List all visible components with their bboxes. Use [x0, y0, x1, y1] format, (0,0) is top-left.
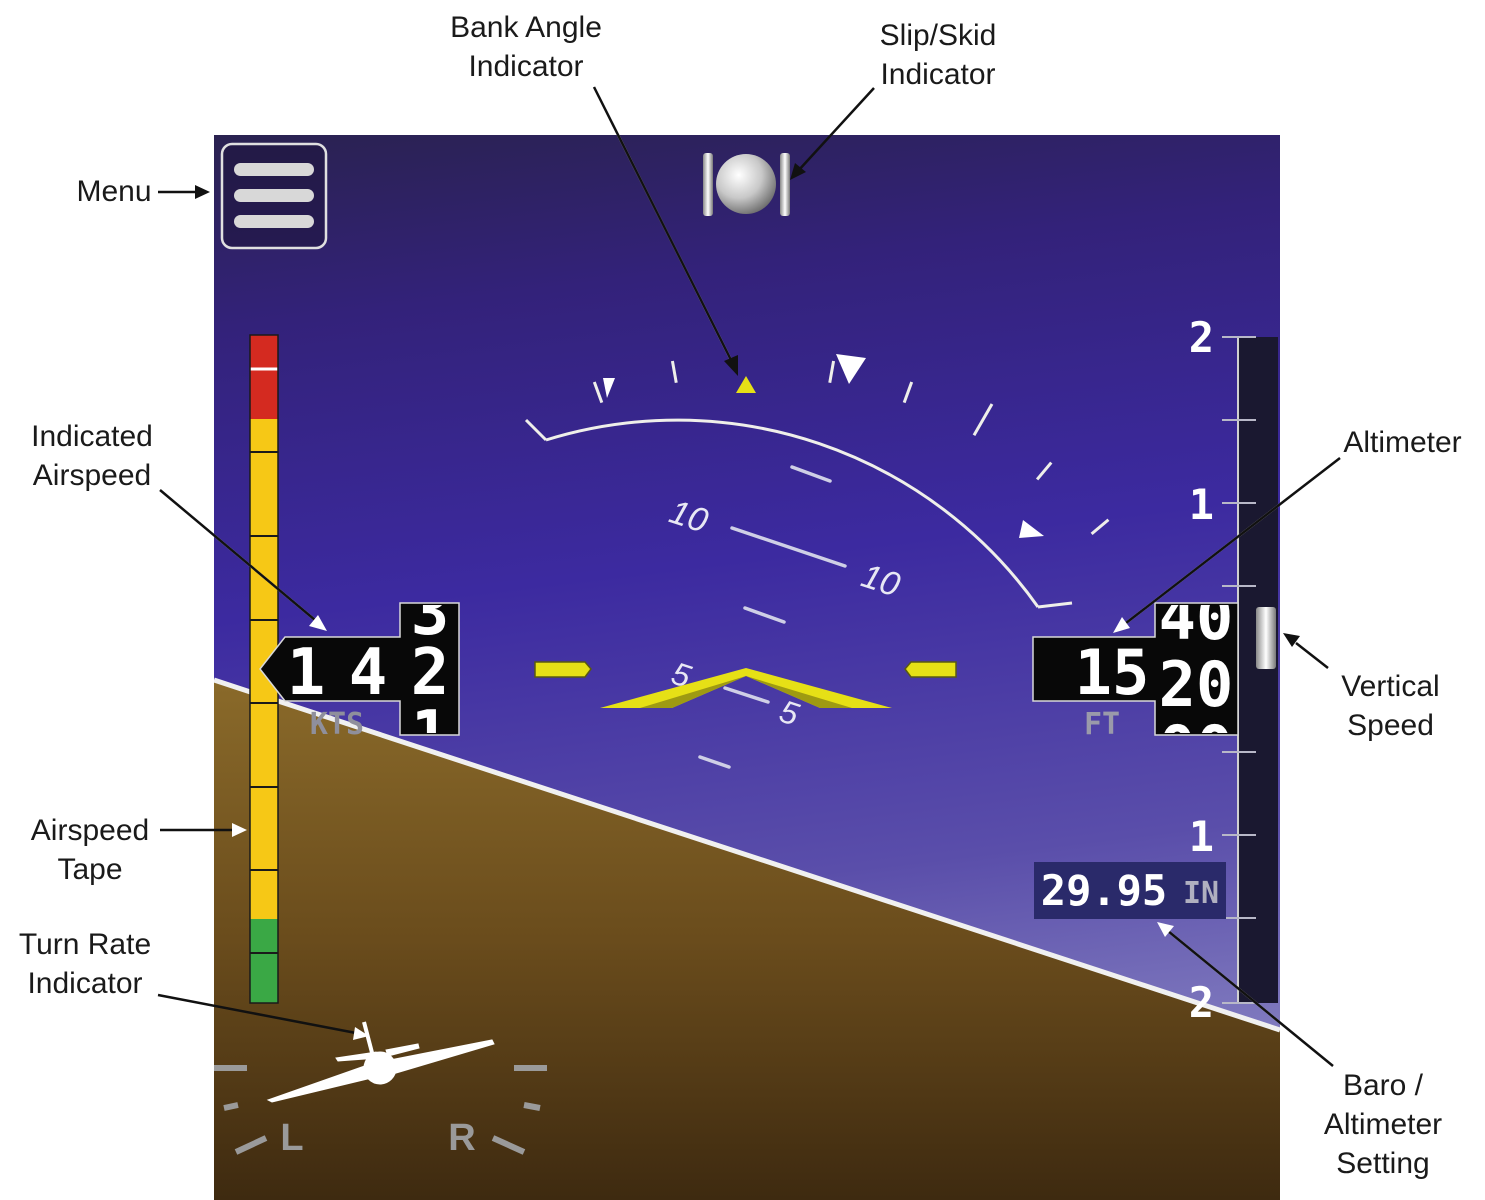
slip-skid-indicator	[703, 153, 790, 216]
tape-green-band	[250, 919, 278, 1003]
airspeed-unit: KTS	[310, 707, 364, 742]
vsi-pointer-icon	[1256, 607, 1276, 669]
indicated-airspeed-readout: 1 4 2 3 1 KTS	[259, 576, 460, 772]
turn-rate-indicator: L R	[214, 1021, 547, 1159]
ground	[214, 680, 1280, 1200]
callout-bank-angle: Bank Angle Indicator	[450, 11, 602, 83]
slip-skid-right-bar	[780, 153, 790, 216]
chevron-right-icon	[746, 668, 892, 708]
altimeter-readout: 15 20 40 00 FT	[1032, 581, 1239, 785]
menu-bar-icon	[234, 163, 314, 176]
attitude-display: 10 10 5 5 1 4 2 3 1	[214, 135, 1280, 1200]
menu-button[interactable]	[220, 142, 328, 250]
bank-tick	[670, 360, 678, 383]
vsi-track	[1238, 337, 1278, 1003]
altitude-roll-below: 00	[1159, 712, 1234, 785]
vsi-label-lower: 1	[1189, 812, 1214, 861]
aircraft-symbol	[534, 661, 957, 708]
bank-tick	[902, 381, 914, 404]
callout-baro-setting: Baro / Altimeter Setting	[1323, 1069, 1443, 1180]
bank-tick	[972, 403, 994, 436]
callout-vertical-speed: Vertical Speed	[1341, 670, 1440, 742]
horizon-line	[214, 677, 1280, 1033]
pitch-line-minus5	[698, 755, 731, 769]
pitch-line-10	[730, 526, 847, 568]
bank-triangle-icon	[836, 354, 866, 384]
baro-unit: IN	[1183, 876, 1219, 911]
altitude-hundreds: 15	[1075, 636, 1150, 709]
vsi-label-upper: 1	[1189, 480, 1214, 529]
bank-tick	[1090, 518, 1110, 536]
bank-triangle-icon	[1019, 520, 1044, 538]
bank-tick	[828, 360, 836, 383]
turn-left-label: L	[280, 1117, 303, 1159]
bank-arc	[545, 418, 1040, 608]
pitch-line-5	[723, 686, 770, 704]
pitch-ladder	[698, 465, 847, 769]
callout-altimeter: Altimeter	[1343, 426, 1462, 459]
pitch-line-15	[790, 465, 832, 483]
baro-setting[interactable]: 29.95 IN	[1034, 862, 1226, 919]
airspeed-digit-hundreds: 1	[287, 636, 326, 710]
bank-pointer-icon	[736, 376, 756, 393]
callout-indicated-airspeed: Indicated Airspeed	[31, 420, 153, 492]
tape-red-band	[250, 335, 278, 419]
airspeed-roll-above: 3	[411, 576, 450, 650]
turn-right-label: R	[448, 1117, 475, 1159]
vsi-label-bottom: 2	[1189, 978, 1214, 1027]
altitude-unit: FT	[1084, 707, 1120, 742]
altitude-roll-above: 40	[1159, 581, 1234, 654]
menu-bar-icon	[234, 215, 314, 228]
airspeed-roll-below: 1	[411, 698, 450, 772]
bank-tick	[592, 381, 604, 404]
callout-airspeed-tape: Airspeed Tape	[30, 814, 150, 886]
callout-turn-rate: Turn Rate Indicator	[18, 928, 152, 1000]
chevron-left-icon	[600, 668, 746, 708]
slip-skid-left-bar	[703, 153, 713, 216]
altitude-tens: 20	[1159, 648, 1234, 721]
left-wing-bar-icon	[534, 661, 592, 678]
callout-menu: Menu	[76, 175, 152, 208]
vsi-label-top: 2	[1189, 313, 1214, 362]
bank-triangle-icon	[603, 378, 615, 398]
callout-arrows	[157, 86, 1341, 1067]
menu-bar-icon	[234, 189, 314, 202]
baro-box[interactable]	[1034, 862, 1226, 919]
bank-angle-indicator	[524, 354, 1110, 609]
bank-tick	[1035, 461, 1053, 481]
callout-slip-skid: Slip/Skid Indicator	[879, 19, 997, 91]
airspeed-digit-ones: 2	[411, 636, 450, 710]
right-wing-bar-icon	[904, 661, 957, 678]
slip-skid-ball-icon	[716, 154, 776, 214]
airspeed-digit-tens: 4	[349, 636, 388, 710]
baro-value: 29.95	[1041, 866, 1167, 915]
turn-airplane-icon	[266, 1021, 495, 1103]
pitch-line-7	[743, 606, 786, 624]
